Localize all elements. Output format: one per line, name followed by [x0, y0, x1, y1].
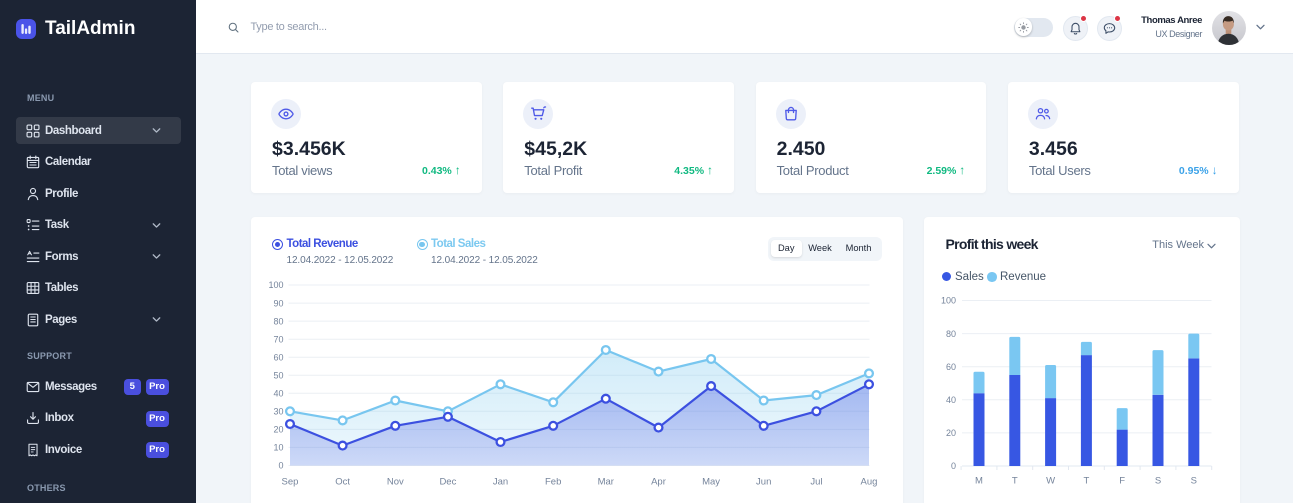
svg-text:Apr: Apr	[651, 477, 666, 488]
svg-text:Jan: Jan	[492, 477, 507, 488]
svg-text:F: F	[1119, 476, 1125, 487]
svg-text:May: May	[702, 477, 720, 488]
svg-text:Feb: Feb	[545, 477, 561, 488]
svg-text:80: 80	[273, 316, 283, 326]
svg-text:70: 70	[273, 334, 283, 344]
svg-text:W: W	[1046, 476, 1055, 487]
svg-text:Nov: Nov	[386, 477, 403, 488]
svg-text:Jun: Jun	[756, 477, 771, 488]
svg-text:0: 0	[951, 461, 956, 471]
svg-text:Dec: Dec	[439, 477, 456, 488]
svg-text:S: S	[1155, 476, 1161, 487]
svg-text:90: 90	[273, 298, 283, 308]
svg-text:S: S	[1191, 476, 1197, 487]
svg-text:Mar: Mar	[597, 477, 613, 488]
svg-text:Oct: Oct	[335, 477, 350, 488]
svg-text:M: M	[975, 476, 983, 487]
svg-text:Jul: Jul	[810, 477, 822, 488]
svg-text:T: T	[1012, 476, 1018, 487]
svg-text:30: 30	[273, 407, 283, 417]
svg-text:60: 60	[273, 352, 283, 362]
svg-text:40: 40	[273, 389, 283, 399]
svg-text:20: 20	[273, 425, 283, 435]
svg-text:100: 100	[941, 296, 956, 306]
svg-text:Sep: Sep	[281, 477, 298, 488]
svg-text:10: 10	[273, 443, 283, 453]
svg-text:Aug: Aug	[860, 477, 877, 488]
svg-text:100: 100	[268, 280, 283, 290]
svg-text:T: T	[1083, 476, 1089, 487]
svg-text:50: 50	[273, 370, 283, 380]
svg-text:40: 40	[946, 395, 956, 405]
svg-text:0: 0	[278, 461, 283, 471]
svg-text:60: 60	[946, 362, 956, 372]
svg-text:80: 80	[946, 329, 956, 339]
svg-text:20: 20	[946, 428, 956, 438]
